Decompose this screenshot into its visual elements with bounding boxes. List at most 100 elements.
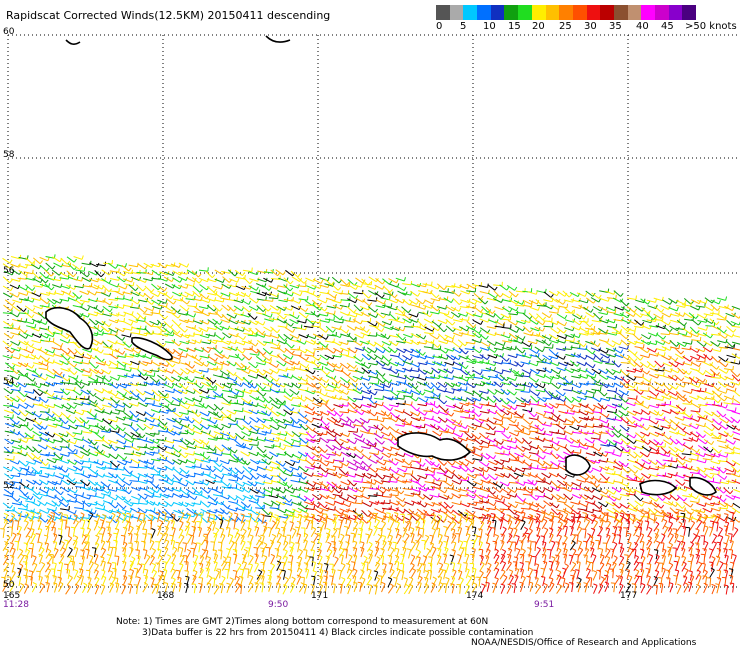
wind-barb-feather [325, 328, 329, 333]
wind-barb [4, 395, 13, 402]
wind-barb-feather [151, 276, 154, 281]
wind-barb [710, 368, 718, 376]
wind-barb [9, 418, 18, 425]
wind-barb [570, 333, 580, 339]
wind-barb [340, 278, 348, 286]
wind-barb [137, 369, 145, 377]
wind-barb [37, 320, 46, 325]
wind-barb [151, 332, 161, 336]
wind-barb-feather [678, 344, 681, 349]
wind-barb [493, 381, 502, 388]
wind-barb [380, 423, 388, 430]
wind-barb-feather [45, 320, 48, 325]
wind-barb-feather [82, 436, 84, 441]
wind-barb [66, 402, 75, 409]
wind-barb [550, 368, 559, 375]
wind-barb-feather [31, 332, 34, 337]
wind-barb-feather [541, 347, 545, 352]
wind-barb [423, 318, 433, 324]
wind-barb [537, 396, 546, 403]
wind-barb [310, 354, 319, 361]
wind-barb [24, 362, 33, 369]
wind-barb [242, 410, 252, 414]
wind-barb [268, 285, 278, 290]
wind-barb [192, 388, 201, 395]
wind-barb-feather [31, 364, 35, 369]
wind-barb [327, 383, 336, 389]
wind-barb-feather [219, 307, 223, 312]
wind-barb-feather [479, 370, 483, 375]
wind-barb-feather [541, 302, 546, 306]
wind-barb [564, 437, 573, 444]
wind-barb-feather [93, 392, 97, 397]
wind-barb [79, 306, 88, 312]
wind-barb [632, 416, 641, 422]
wind-barb-feather [558, 385, 562, 389]
wind-barb-feather [446, 410, 449, 415]
wind-barb [614, 375, 623, 381]
wind-barb-feather [72, 273, 77, 278]
wind-barb [500, 409, 508, 416]
wind-barb [179, 404, 188, 410]
wind-barb [506, 439, 516, 444]
wind-barb-feather [186, 263, 190, 268]
wind-barb [206, 360, 216, 366]
wind-barb [415, 298, 424, 305]
wind-barb [550, 412, 559, 419]
wind-barb-feather [389, 320, 393, 325]
wind-barb [9, 375, 19, 380]
wind-barb [123, 311, 133, 316]
wind-barb [459, 318, 469, 321]
wind-barb [541, 361, 551, 365]
wind-barb [626, 432, 635, 439]
wind-barb-feather [312, 290, 315, 295]
wind-barb-feather [529, 342, 532, 347]
wind-barb [593, 353, 601, 361]
wind-barb [298, 404, 307, 409]
wind-barb [536, 360, 546, 364]
wind-barb [44, 348, 54, 354]
wind-barb [241, 326, 250, 332]
wind-barb-feather [657, 403, 660, 408]
wind-barb-feather [535, 315, 539, 320]
wind-barb [184, 362, 193, 369]
wind-barb-feather [97, 429, 100, 434]
wind-barb [367, 397, 375, 405]
wind-barb [241, 285, 251, 290]
wind-barb-feather [508, 435, 512, 439]
wind-barb [619, 312, 628, 319]
wind-barb [522, 312, 531, 320]
wind-barb [506, 410, 516, 416]
wind-barb [32, 311, 42, 317]
wind-barb [144, 285, 152, 293]
wind-barb [662, 362, 672, 367]
wind-barb [689, 332, 698, 338]
wind-barb-feather [107, 428, 111, 432]
wind-barb [268, 297, 278, 300]
wind-barb [661, 403, 671, 406]
wind-barb [626, 369, 636, 373]
wind-barb [438, 355, 448, 360]
wind-barb [611, 340, 620, 346]
wind-barb [436, 283, 445, 291]
wind-barb [585, 369, 594, 376]
wind-barb [367, 313, 377, 318]
wind-barb-feather [368, 302, 373, 307]
wind-barb-feather [195, 380, 198, 385]
wind-barb [437, 375, 447, 379]
wind-barb-feather [152, 418, 156, 423]
wind-barb [234, 374, 243, 381]
wind-barb [649, 404, 659, 409]
wind-barb-feather [564, 292, 568, 297]
wind-barb [367, 369, 377, 375]
wind-barb [352, 375, 362, 381]
wind-barb-feather [242, 336, 247, 340]
wind-barb-feather [249, 426, 253, 431]
wind-barb [408, 299, 417, 305]
wind-barb [548, 348, 556, 356]
wind-barb [634, 325, 644, 329]
wind-barb [256, 374, 266, 379]
wind-barb [353, 304, 361, 312]
wind-barb [58, 432, 68, 438]
wind-barb [101, 360, 110, 367]
